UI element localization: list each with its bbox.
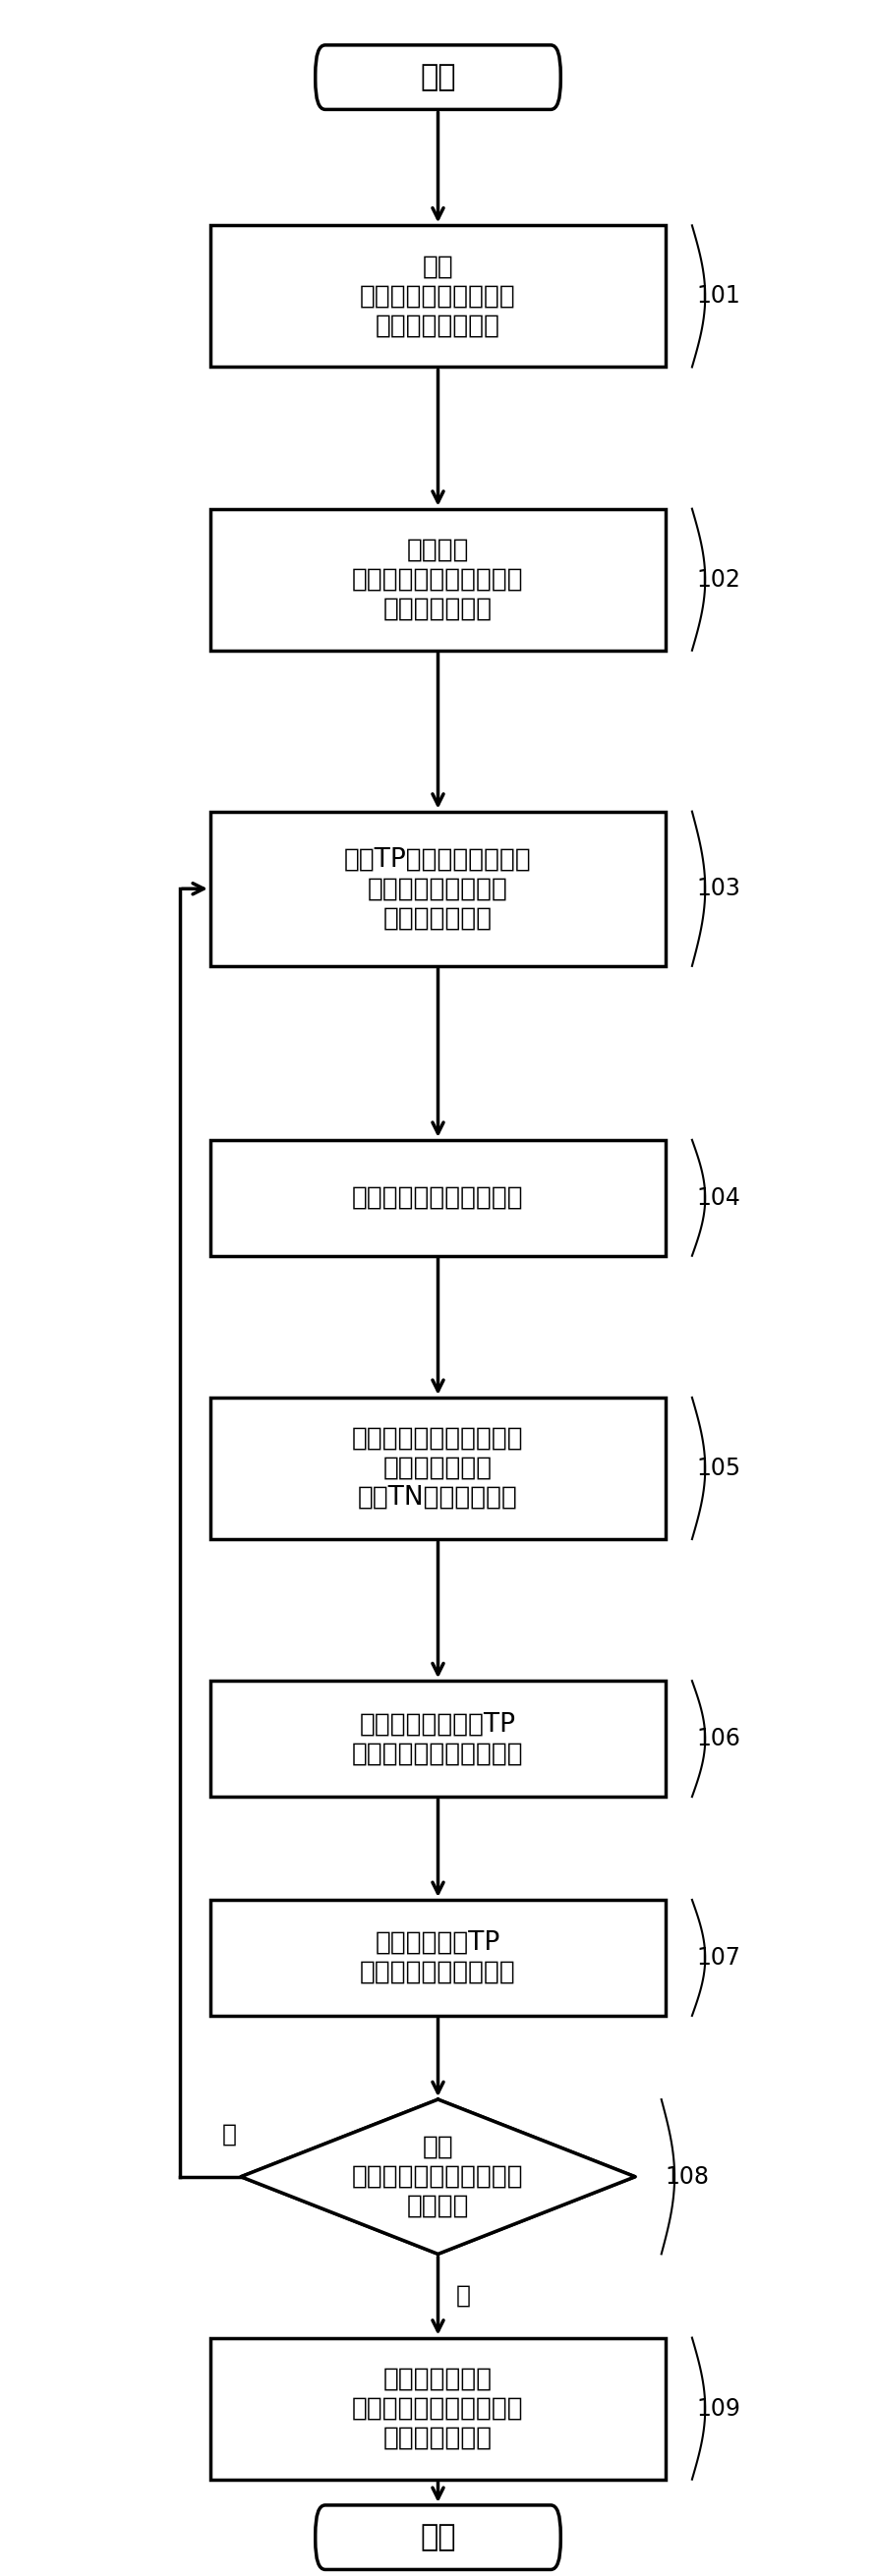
Text: 107: 107 (696, 1945, 740, 1971)
Text: 108: 108 (666, 2164, 710, 2190)
Text: 将数据样本集划分为两类: 将数据样本集划分为两类 (352, 1185, 524, 1211)
Text: 将测试结果符合
预设条件的预测模型作为
最终的预测模型: 将测试结果符合 预设条件的预测模型作为 最终的预测模型 (352, 2367, 524, 2450)
Bar (210, 811, 666, 966)
Text: 105: 105 (696, 1455, 740, 1481)
Text: 利用测试集对TP
的软测量模型进行测试: 利用测试集对TP 的软测量模型进行测试 (360, 1929, 516, 1986)
Text: 结束: 结束 (420, 2522, 456, 2553)
Bar (210, 1901, 666, 2014)
Bar (210, 1139, 666, 1255)
Bar (210, 1396, 666, 1540)
Text: 利用梯度下降法对TP
水质软测量模型进行优化: 利用梯度下降法对TP 水质软测量模型进行优化 (352, 1710, 524, 1767)
Text: 102: 102 (696, 567, 740, 592)
Text: 否: 否 (222, 2123, 237, 2146)
Polygon shape (241, 2099, 635, 2254)
Bar (210, 2339, 666, 2478)
Text: 利用各个
水处理监测指标的数据值
进行相关性分析: 利用各个 水处理监测指标的数据值 进行相关性分析 (352, 538, 524, 621)
Bar (210, 224, 666, 366)
Text: 是: 是 (456, 2285, 470, 2308)
Text: 101: 101 (696, 283, 740, 309)
Text: 106: 106 (696, 1726, 740, 1752)
Text: 109: 109 (696, 2396, 740, 2421)
Text: 103: 103 (696, 876, 740, 902)
Bar (210, 507, 666, 649)
Text: 开始: 开始 (420, 62, 456, 93)
Text: 获取
待测水环境中多个水质
监测指标的数据值: 获取 待测水环境中多个水质 监测指标的数据值 (360, 255, 516, 337)
Bar (210, 1682, 666, 1798)
Text: 从除TP之外的各水处理监
测指标中选取若干个
形成数据样本集: 从除TP之外的各水处理监 测指标中选取若干个 形成数据样本集 (344, 848, 532, 930)
FancyBboxPatch shape (315, 2504, 561, 2571)
FancyBboxPatch shape (315, 44, 561, 108)
Text: 104: 104 (696, 1185, 740, 1211)
Text: 利用模糊神经网络算法对
训练集进行训练
获得TN的软测量模型: 利用模糊神经网络算法对 训练集进行训练 获得TN的软测量模型 (352, 1427, 524, 1510)
Text: 判断
获得的测试结果是否符合
预设条件: 判断 获得的测试结果是否符合 预设条件 (352, 2136, 524, 2218)
